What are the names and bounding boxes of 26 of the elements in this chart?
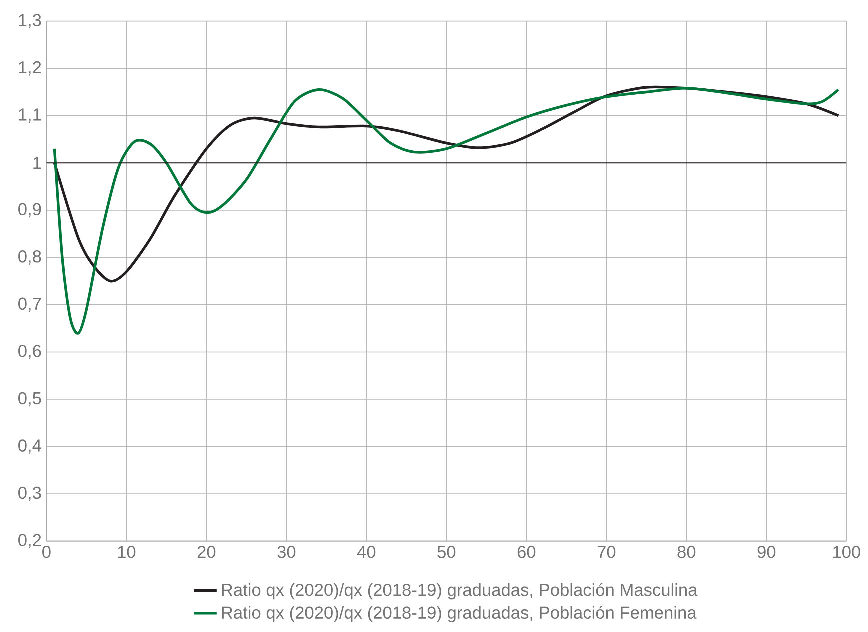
- y-tick-label: 1,1: [19, 108, 42, 123]
- legend-label: Ratio qx (2020)/qx (2018-19) graduadas, Población Masculina: [222, 583, 698, 600]
- x-tick-label: 70: [598, 546, 616, 558]
- legend-label: Ratio qx (2020)/qx (2018-19) graduadas, Población Femenina: [222, 606, 697, 622]
- y-tick-label: 0,5: [18, 392, 42, 407]
- x-tick-label: 80: [678, 546, 696, 558]
- y-tick-label: 1,2: [19, 61, 42, 76]
- x-tick-label: 100: [834, 546, 860, 558]
- y-tick-label: 0,8: [18, 250, 42, 265]
- x-tick-label: 90: [758, 546, 776, 558]
- line-series: [53, 87, 840, 335]
- x-tick-label: 40: [357, 546, 376, 558]
- y-tick-label: 0,7: [18, 298, 42, 312]
- x-tick-label: 50: [438, 546, 456, 558]
- y-tick-label: 0,4: [18, 440, 42, 454]
- x-tick-label: 60: [518, 546, 536, 558]
- y-tick-label: 1: [34, 157, 42, 170]
- y-tick-label: 0,2: [18, 534, 42, 548]
- x-tick-label: 0: [42, 546, 51, 558]
- y-tick-label: 0,6: [18, 345, 42, 360]
- x-tick-label: 20: [198, 546, 216, 558]
- x-tick-label: 30: [278, 546, 296, 558]
- y-tick-label: 0,9: [18, 203, 42, 218]
- y-tick-label: 0,3: [18, 486, 42, 502]
- x-tick-label: 10: [118, 546, 136, 558]
- y-tick-label: 1,3: [19, 14, 42, 28]
